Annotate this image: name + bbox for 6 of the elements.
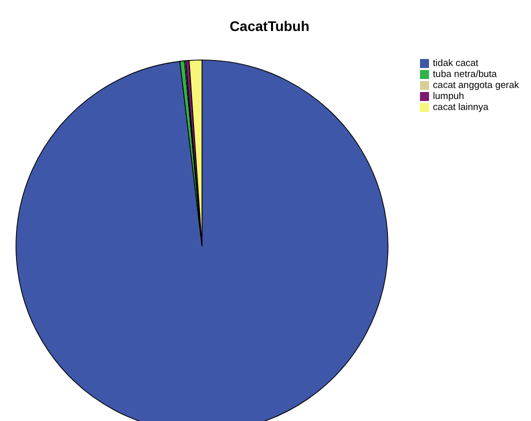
legend-label: tuba netra/buta <box>432 69 497 80</box>
legend-label: tidak cacat <box>432 58 478 69</box>
legend-label: lumpuh <box>432 91 464 102</box>
legend-label: cacat anggota gerak <box>432 80 519 91</box>
legend-label: cacat lainnya <box>432 102 488 113</box>
chart-title: CacatTubuh <box>228 18 310 34</box>
